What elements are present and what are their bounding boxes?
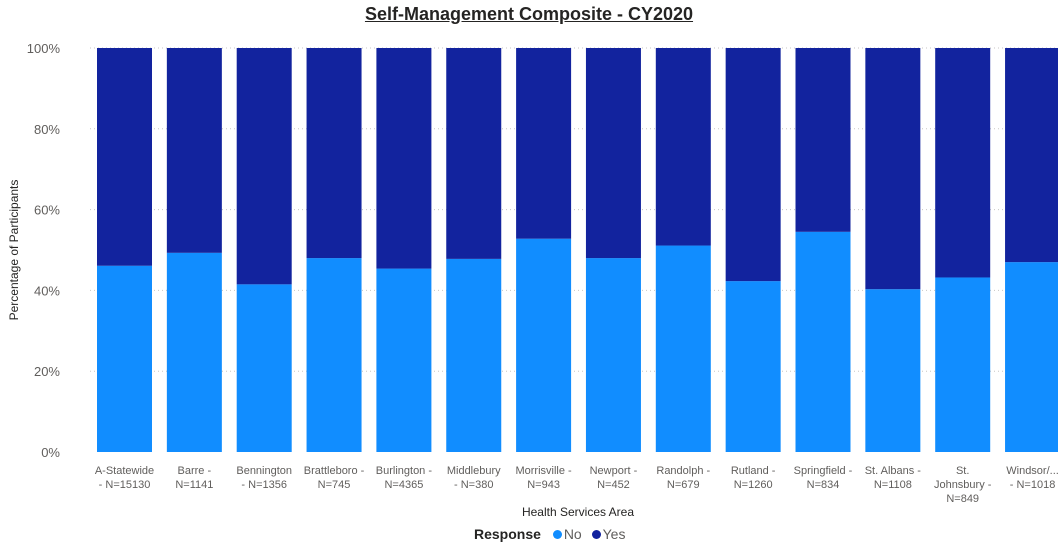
x-tick-label-line: - N=1018 bbox=[1010, 479, 1056, 491]
x-tick-label-line: St. bbox=[956, 465, 969, 477]
y-tick-label: 60% bbox=[34, 203, 60, 218]
bar-no[interactable] bbox=[236, 284, 292, 452]
x-tick-label-line: Burlington - bbox=[376, 465, 433, 477]
x-tick-label-line: A-Statewide bbox=[95, 465, 154, 477]
bar-yes[interactable] bbox=[306, 48, 362, 259]
x-tick-label: St. Johnsbury - N=849 bbox=[934, 465, 992, 505]
x-tick-label-line: N=745 bbox=[318, 479, 351, 491]
legend-yes-label: Yes bbox=[602, 526, 626, 542]
x-axis-title: Health Services Area bbox=[522, 505, 634, 519]
bar-yes[interactable] bbox=[935, 48, 991, 278]
chart-title: Self-Management Composite - CY2020 bbox=[364, 4, 694, 24]
bar-yes[interactable] bbox=[236, 48, 292, 285]
x-tick-label-line: N=1260 bbox=[734, 479, 773, 491]
x-tick-label: St. Albans - N=1108 bbox=[865, 465, 922, 491]
x-tick-label: Windsor/... - N=1018 bbox=[1006, 465, 1058, 491]
x-tick-label-line: N=452 bbox=[597, 479, 630, 491]
x-tick-label: Burlington - N=4365 bbox=[376, 465, 433, 491]
y-tick-label: 0% bbox=[41, 445, 60, 460]
x-tick-label: Newport - N=452 bbox=[590, 465, 638, 491]
bar-yes[interactable] bbox=[585, 48, 641, 259]
x-tick-label-line: N=943 bbox=[527, 479, 560, 491]
legend-yes-dot-icon bbox=[591, 529, 601, 539]
y-tick-label: 100% bbox=[27, 41, 61, 56]
bar-yes[interactable] bbox=[865, 48, 921, 290]
x-tick-label: Morrisville - N=943 bbox=[515, 465, 572, 491]
x-tick-label: Middlebury - N=380 bbox=[447, 465, 501, 491]
y-tick-label: 40% bbox=[34, 283, 60, 298]
x-tick-label: Bennington - N=1356 bbox=[236, 465, 292, 491]
bar-yes[interactable] bbox=[166, 48, 222, 253]
bar-yes[interactable] bbox=[516, 48, 572, 239]
legend-title: Response bbox=[474, 526, 541, 542]
bar-no[interactable] bbox=[516, 238, 572, 452]
x-tick-label-line: - N=380 bbox=[454, 479, 493, 491]
x-tick-label-line: St. Albans - bbox=[865, 465, 922, 477]
bar-no[interactable] bbox=[97, 265, 152, 452]
x-tick-label-line: Brattleboro - bbox=[304, 465, 365, 477]
bar-no[interactable] bbox=[585, 258, 641, 452]
x-tick-label: Brattleboro - N=745 bbox=[304, 465, 365, 491]
x-tick-label: Springfield - N=834 bbox=[794, 465, 853, 491]
y-tick-label: 80% bbox=[34, 122, 60, 137]
bar-yes[interactable] bbox=[1005, 48, 1058, 263]
bar-no[interactable] bbox=[446, 258, 502, 452]
bar-yes[interactable] bbox=[795, 48, 851, 232]
y-axis-title: Percentage of Participants bbox=[7, 180, 21, 321]
bar-no[interactable] bbox=[935, 277, 991, 452]
bar-yes[interactable] bbox=[655, 48, 711, 246]
x-tick-label-line: Morrisville - bbox=[515, 465, 572, 477]
x-tick-label: Randolph - N=679 bbox=[656, 465, 710, 491]
x-tick-label-line: Randolph - bbox=[656, 465, 710, 477]
x-tick-label-line: - N=15130 bbox=[99, 479, 151, 491]
x-tick-label: A-Statewide - N=15130 bbox=[95, 465, 154, 491]
bar-no[interactable] bbox=[166, 252, 222, 452]
bar-no[interactable] bbox=[655, 245, 711, 452]
y-tick-label: 20% bbox=[34, 364, 60, 379]
legend-item-yes[interactable]: Yes bbox=[590, 526, 626, 542]
legend: Response No Yes bbox=[474, 526, 629, 542]
bar-no[interactable] bbox=[306, 258, 362, 452]
legend-no-dot-icon bbox=[552, 529, 562, 539]
x-tick-label-line: Rutland - bbox=[731, 465, 776, 477]
x-tick-label: Barre - N=1141 bbox=[175, 465, 213, 491]
bar-yes[interactable] bbox=[97, 48, 152, 266]
bar-no[interactable] bbox=[865, 289, 921, 452]
x-tick-label-line: N=1141 bbox=[175, 479, 213, 491]
x-tick-label-line: N=849 bbox=[946, 493, 979, 505]
bar-yes[interactable] bbox=[376, 48, 432, 269]
x-tick-label-line: Bennington bbox=[236, 465, 292, 477]
bar-no[interactable] bbox=[376, 268, 432, 452]
bar-no[interactable] bbox=[1005, 262, 1058, 452]
x-tick-label-line: Barre - bbox=[178, 465, 212, 477]
x-tick-label-line: N=834 bbox=[807, 479, 840, 491]
x-tick-label-line: Windsor/... bbox=[1006, 465, 1058, 477]
bar-yes[interactable] bbox=[725, 48, 781, 282]
x-tick-label-line: Johnsbury - bbox=[934, 479, 992, 491]
x-tick-label-line: Springfield - bbox=[794, 465, 853, 477]
x-tick-label-line: Newport - bbox=[590, 465, 638, 477]
x-tick-label-line: Middlebury bbox=[447, 465, 501, 477]
x-tick-label-line: N=1108 bbox=[874, 479, 912, 491]
x-tick-label-line: N=4365 bbox=[384, 479, 423, 491]
x-tick-label-line: N=679 bbox=[667, 479, 700, 491]
x-tick-label: Rutland - N=1260 bbox=[731, 465, 776, 491]
legend-no-label: No bbox=[563, 526, 582, 542]
legend-item-no[interactable]: No bbox=[551, 526, 586, 542]
bar-no[interactable] bbox=[795, 231, 851, 452]
bar-no[interactable] bbox=[725, 281, 781, 452]
x-tick-label-line: - N=1356 bbox=[241, 479, 287, 491]
bar-yes[interactable] bbox=[446, 48, 502, 259]
